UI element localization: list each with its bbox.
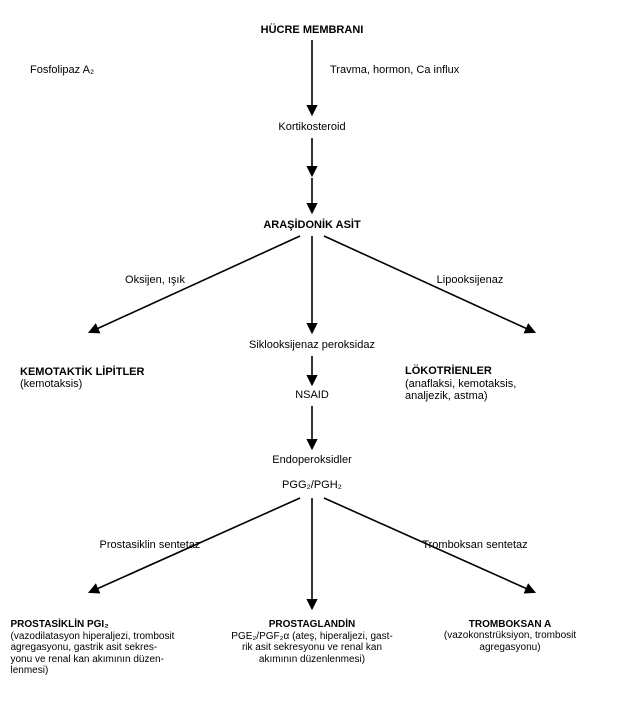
node-kortiko: Kortikosteroid: [232, 121, 392, 134]
node-fosfolipaz: Fosfolipaz A₂: [30, 64, 190, 77]
node-pgg: PGG₂/PGH₂: [242, 479, 382, 492]
node-endoperoks: Endoperoksidler: [232, 454, 392, 467]
node-tromboksan: TROMBOKSAN A(vazokonstrüksiyon, trombosi…: [415, 619, 605, 654]
node-oksijen: Oksijen, ışık: [85, 274, 225, 287]
node-arasidonik: ARAŞİDONİK ASİT: [212, 219, 412, 232]
diagram-stage: HÜCRE MEMBRANI Fosfolipaz A₂ Travma, hormo…: [0, 0, 624, 715]
node-nsaid: NSAID: [252, 389, 372, 402]
node-lokotrien: LÖKOTRİENLER(anaflaksi, kemotaksis,analj…: [405, 365, 605, 403]
node-prostaglandin: PROSTAGLANDİNPGE₂/PGF₂α (ateş, hiperalje…: [212, 619, 412, 665]
node-kemotaktik: KEMOTAKTİK LİPİTLER(kemotaksis): [20, 366, 220, 391]
edges-svg: [0, 0, 624, 715]
node-sikloo: Siklooksijenaz peroksidaz: [202, 339, 422, 352]
node-lipo: Lipooksijenaz: [400, 274, 540, 287]
node-trombosentet: Tromboksan sentetaz: [385, 539, 565, 552]
node-prostasentet: Prostasiklin sentetaz: [60, 539, 240, 552]
node-travma: Travma, hormon, Ca influx: [330, 64, 530, 77]
node-prostasiklin: PROSTASİKLİN PGI₂(vazodilatasyon hiperal…: [11, 619, 226, 677]
node-hucre: HÜCRE MEMBRANI: [222, 24, 402, 37]
